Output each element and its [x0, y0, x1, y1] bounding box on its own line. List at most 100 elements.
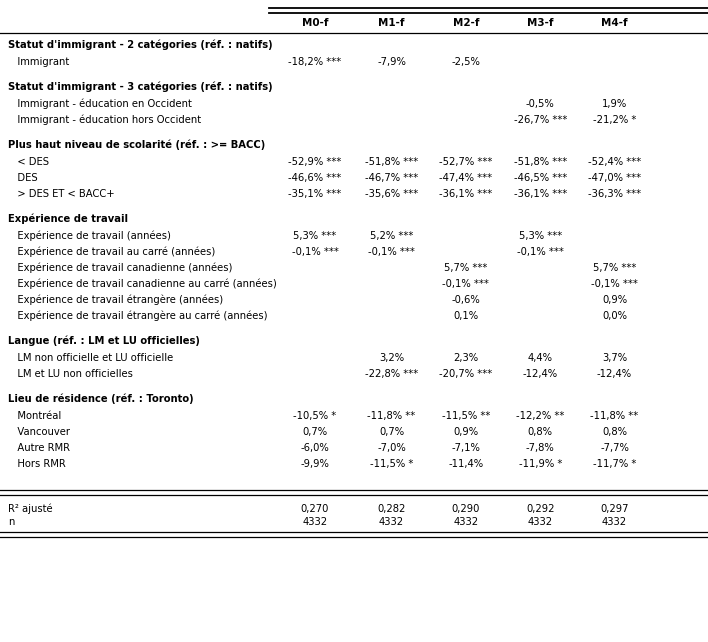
- Text: -46,5% ***: -46,5% ***: [513, 173, 567, 183]
- Text: > DES ET < BACC+: > DES ET < BACC+: [8, 189, 115, 199]
- Text: -7,9%: -7,9%: [377, 57, 406, 67]
- Text: -26,7% ***: -26,7% ***: [513, 115, 567, 125]
- Text: -12,2% **: -12,2% **: [516, 411, 564, 421]
- Text: Hors RMR: Hors RMR: [8, 459, 67, 469]
- Text: Montréal: Montréal: [8, 411, 62, 421]
- Text: 0,297: 0,297: [600, 504, 629, 514]
- Text: 4,4%: 4,4%: [527, 353, 553, 363]
- Text: 0,7%: 0,7%: [302, 427, 328, 437]
- Text: -7,1%: -7,1%: [452, 443, 480, 453]
- Text: Statut d'immigrant - 2 catégories (réf. : natifs): Statut d'immigrant - 2 catégories (réf. …: [8, 40, 273, 50]
- Text: DES: DES: [8, 173, 38, 183]
- Text: LM et LU non officielles: LM et LU non officielles: [8, 369, 133, 379]
- Text: Expérience de travail canadienne au carré (années): Expérience de travail canadienne au carr…: [8, 279, 278, 290]
- Text: -21,2% *: -21,2% *: [593, 115, 636, 125]
- Text: 3,7%: 3,7%: [602, 353, 627, 363]
- Text: -52,4% ***: -52,4% ***: [588, 157, 641, 167]
- Text: 0,7%: 0,7%: [379, 427, 404, 437]
- Text: LM non officielle et LU officielle: LM non officielle et LU officielle: [8, 353, 173, 363]
- Text: -11,5% *: -11,5% *: [370, 459, 413, 469]
- Text: -9,9%: -9,9%: [301, 459, 329, 469]
- Text: 0,8%: 0,8%: [527, 427, 553, 437]
- Text: -7,0%: -7,0%: [377, 443, 406, 453]
- Text: Immigrant: Immigrant: [8, 57, 70, 67]
- Text: 5,7% ***: 5,7% ***: [593, 263, 636, 273]
- Text: Autre RMR: Autre RMR: [8, 443, 71, 453]
- Text: -47,0% ***: -47,0% ***: [588, 173, 641, 183]
- Text: M4-f: M4-f: [601, 18, 628, 28]
- Text: 5,3% ***: 5,3% ***: [518, 231, 562, 241]
- Text: -6,0%: -6,0%: [301, 443, 329, 453]
- Text: 0,290: 0,290: [452, 504, 480, 514]
- Text: -52,7% ***: -52,7% ***: [439, 157, 493, 167]
- Text: -22,8% ***: -22,8% ***: [365, 369, 418, 379]
- Text: -35,6% ***: -35,6% ***: [365, 189, 418, 199]
- Text: -18,2% ***: -18,2% ***: [288, 57, 342, 67]
- Text: 4332: 4332: [453, 517, 479, 527]
- Text: < DES: < DES: [8, 157, 50, 167]
- Text: Immigrant - éducation hors Occident: Immigrant - éducation hors Occident: [8, 115, 202, 125]
- Text: M3-f: M3-f: [527, 18, 554, 28]
- Text: -0,1% ***: -0,1% ***: [517, 247, 564, 257]
- Text: -51,8% ***: -51,8% ***: [365, 157, 418, 167]
- Text: Statut d'immigrant - 3 catégories (réf. : natifs): Statut d'immigrant - 3 catégories (réf. …: [8, 82, 273, 92]
- Text: -11,8% **: -11,8% **: [590, 411, 639, 421]
- Text: -46,6% ***: -46,6% ***: [288, 173, 342, 183]
- Text: -10,5% *: -10,5% *: [293, 411, 337, 421]
- Text: -2,5%: -2,5%: [452, 57, 480, 67]
- Text: n: n: [8, 517, 15, 527]
- Text: -20,7% ***: -20,7% ***: [439, 369, 493, 379]
- Text: Expérience de travail (années): Expérience de travail (années): [8, 230, 171, 241]
- Text: 4332: 4332: [602, 517, 627, 527]
- Text: -46,7% ***: -46,7% ***: [365, 173, 418, 183]
- Text: 4332: 4332: [302, 517, 328, 527]
- Text: Expérience de travail canadienne (années): Expérience de travail canadienne (années…: [8, 263, 233, 273]
- Text: Plus haut niveau de scolarité (réf. : >= BACC): Plus haut niveau de scolarité (réf. : >=…: [8, 140, 266, 150]
- Text: 0,9%: 0,9%: [602, 295, 627, 305]
- Text: -36,3% ***: -36,3% ***: [588, 189, 641, 199]
- Text: -0,1% ***: -0,1% ***: [292, 247, 338, 257]
- Text: -11,9% *: -11,9% *: [518, 459, 562, 469]
- Text: 4332: 4332: [379, 517, 404, 527]
- Text: Lieu de résidence (réf. : Toronto): Lieu de résidence (réf. : Toronto): [8, 394, 194, 404]
- Text: 2,3%: 2,3%: [453, 353, 479, 363]
- Text: -11,5% **: -11,5% **: [442, 411, 490, 421]
- Text: -7,8%: -7,8%: [526, 443, 554, 453]
- Text: -35,1% ***: -35,1% ***: [288, 189, 342, 199]
- Text: 0,292: 0,292: [526, 504, 554, 514]
- Text: Vancouver: Vancouver: [8, 427, 71, 437]
- Text: 5,7% ***: 5,7% ***: [444, 263, 488, 273]
- Text: -0,1% ***: -0,1% ***: [591, 279, 638, 289]
- Text: 1,9%: 1,9%: [602, 99, 627, 109]
- Text: 0,282: 0,282: [377, 504, 406, 514]
- Text: -36,1% ***: -36,1% ***: [513, 189, 567, 199]
- Text: M0-f: M0-f: [302, 18, 329, 28]
- Text: M2-f: M2-f: [452, 18, 479, 28]
- Text: 0,0%: 0,0%: [602, 311, 627, 321]
- Text: 4332: 4332: [527, 517, 553, 527]
- Text: -12,4%: -12,4%: [523, 369, 558, 379]
- Text: -7,7%: -7,7%: [600, 443, 629, 453]
- Text: -52,9% ***: -52,9% ***: [288, 157, 342, 167]
- Text: 5,3% ***: 5,3% ***: [293, 231, 337, 241]
- Text: 0,8%: 0,8%: [602, 427, 627, 437]
- Text: -47,4% ***: -47,4% ***: [439, 173, 493, 183]
- Text: Expérience de travail étrangère (années): Expérience de travail étrangère (années): [8, 295, 224, 305]
- Text: Expérience de travail au carré (années): Expérience de travail au carré (années): [8, 247, 216, 257]
- Text: 3,2%: 3,2%: [379, 353, 404, 363]
- Text: -51,8% ***: -51,8% ***: [513, 157, 567, 167]
- Text: 5,2% ***: 5,2% ***: [370, 231, 413, 241]
- Text: -0,1% ***: -0,1% ***: [368, 247, 415, 257]
- Text: Expérience de travail: Expérience de travail: [8, 214, 128, 224]
- Text: Expérience de travail étrangère au carré (années): Expérience de travail étrangère au carré…: [8, 311, 268, 321]
- Text: -0,6%: -0,6%: [452, 295, 480, 305]
- Text: -11,7% *: -11,7% *: [593, 459, 636, 469]
- Text: Immigrant - éducation en Occident: Immigrant - éducation en Occident: [8, 99, 193, 109]
- Text: -11,4%: -11,4%: [448, 459, 484, 469]
- Text: -12,4%: -12,4%: [597, 369, 632, 379]
- Text: 0,1%: 0,1%: [453, 311, 479, 321]
- Text: 0,270: 0,270: [301, 504, 329, 514]
- Text: R² ajusté: R² ajusté: [8, 504, 53, 514]
- Text: M1-f: M1-f: [378, 18, 405, 28]
- Text: Langue (réf. : LM et LU officielles): Langue (réf. : LM et LU officielles): [8, 336, 200, 346]
